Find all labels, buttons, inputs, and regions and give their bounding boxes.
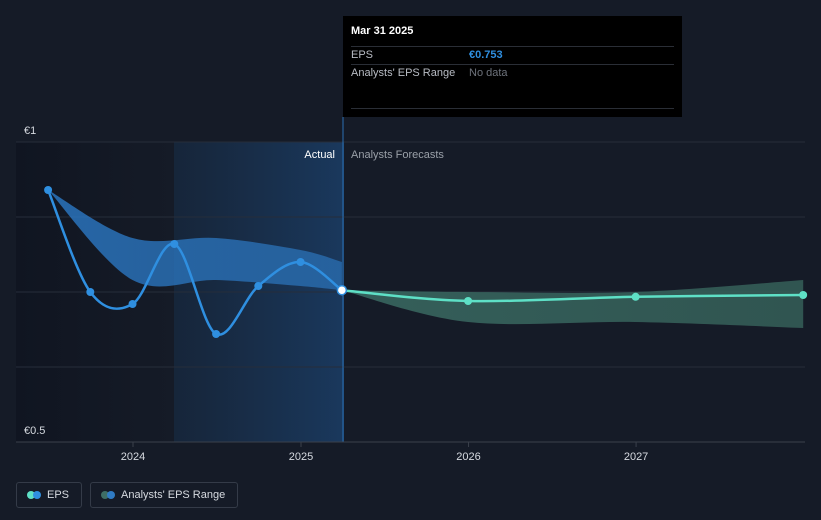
eps-data-point[interactable] (212, 330, 221, 338)
y-tick-label-bottom: €0.5 (24, 425, 45, 437)
tooltip-row-eps: EPS €0.753 (351, 46, 674, 64)
region-label-actual: Actual (304, 149, 335, 161)
legend-eps-label: EPS (47, 489, 70, 501)
eps-data-point[interactable] (128, 300, 137, 308)
tooltip-eps-label: EPS (351, 49, 374, 61)
historical-eps-range-band (48, 190, 342, 291)
x-tick-label: 2026 (456, 451, 480, 463)
eps-swatch-icon (27, 491, 41, 499)
eps-data-point[interactable] (86, 288, 95, 296)
tooltip-range-value: No data (469, 67, 508, 79)
x-tick-label: 2024 (121, 451, 145, 463)
eps-data-point[interactable] (296, 258, 305, 266)
y-tick-label-top: €1 (24, 125, 36, 137)
legend-item-eps[interactable]: EPS (16, 482, 83, 508)
eps-forecast-data-point[interactable] (799, 291, 808, 299)
x-tick-label: 2027 (624, 451, 648, 463)
forecast-eps-range-band (341, 280, 804, 328)
eps-data-point[interactable] (170, 240, 179, 248)
eps-forecast-data-point[interactable] (464, 297, 473, 305)
tooltip-range-label: Analysts' EPS Range (351, 67, 456, 79)
eps-forecast-data-point[interactable] (631, 292, 640, 301)
legend-eps-range-label: Analysts' EPS Range (121, 489, 226, 501)
tooltip-row-range: Analysts' EPS Range No data (351, 64, 674, 82)
tooltip-eps-value: €0.753 (469, 49, 503, 61)
tooltip: Mar 31 2025 EPS €0.753 Analysts' EPS Ran… (343, 16, 682, 117)
eps-range-swatch-icon (101, 491, 116, 499)
legend: EPS Analysts' EPS Range (16, 482, 239, 508)
region-label-forecast: Analysts Forecasts (351, 149, 444, 161)
eps-data-point[interactable] (254, 282, 263, 290)
eps-forecast-series-line (341, 288, 804, 303)
legend-item-eps-range[interactable]: Analysts' EPS Range (90, 482, 239, 508)
tooltip-divider (351, 108, 674, 109)
eps-data-point[interactable] (44, 186, 53, 194)
tooltip-date: Mar 31 2025 (351, 25, 414, 37)
highlighted-data-point[interactable] (336, 284, 348, 296)
x-tick-label: 2025 (289, 451, 313, 463)
